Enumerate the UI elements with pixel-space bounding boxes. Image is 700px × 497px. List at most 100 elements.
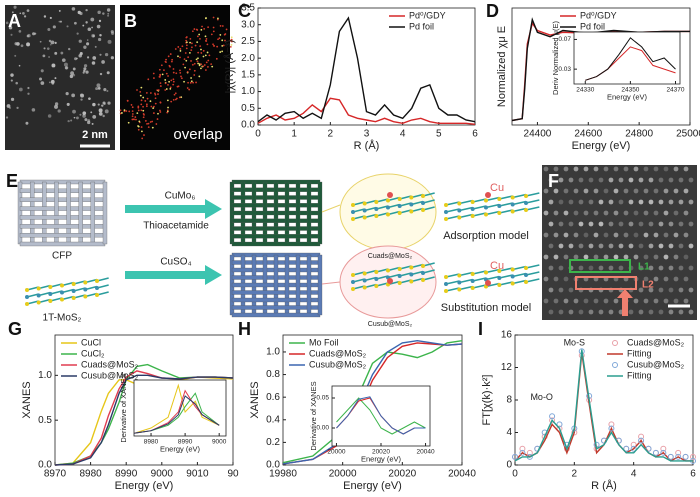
atom-dot xyxy=(27,92,30,95)
map-dot xyxy=(203,64,206,66)
bond xyxy=(85,292,98,298)
bond xyxy=(512,207,527,213)
bond xyxy=(422,262,435,267)
legend-label: Cusub@MoS₂ xyxy=(81,370,139,380)
atom-dot xyxy=(52,25,56,29)
atom-dot xyxy=(553,254,559,260)
x-axis-label: Energy (eV) xyxy=(361,455,402,464)
x-tick-label: 20040 xyxy=(417,449,435,456)
map-dot xyxy=(174,92,177,95)
map-dot xyxy=(169,87,172,90)
map-dot xyxy=(217,38,219,41)
bond xyxy=(387,210,400,216)
bond xyxy=(512,193,527,199)
bond xyxy=(61,295,74,301)
map-dot xyxy=(144,100,147,102)
y-tick-label: 4 xyxy=(506,427,512,438)
atom-dot xyxy=(663,254,669,260)
atom-dot xyxy=(673,188,679,194)
map-dot xyxy=(137,106,140,109)
map-dot xyxy=(159,82,162,85)
atom-dot xyxy=(613,166,619,172)
map-dot xyxy=(149,92,152,94)
atom-dot xyxy=(643,166,649,172)
model-label: Adsorption model xyxy=(443,230,529,242)
atom-dot xyxy=(97,37,102,42)
map-dot xyxy=(221,50,224,53)
legend-label: CuCl₂ xyxy=(81,348,105,358)
atom xyxy=(409,279,414,284)
atom-dot xyxy=(543,210,549,216)
bond xyxy=(512,265,527,271)
atom-dot xyxy=(558,309,564,315)
map-dot xyxy=(177,55,179,58)
x-tick-label: 2 xyxy=(572,469,578,480)
map-dot xyxy=(221,45,224,47)
map-dot xyxy=(142,109,145,112)
atom-dot xyxy=(85,70,89,74)
atom-dot xyxy=(653,210,659,216)
fiber xyxy=(231,297,321,303)
map-dot xyxy=(181,45,184,48)
map-dot xyxy=(204,69,207,71)
fiber xyxy=(306,254,312,316)
atom xyxy=(83,287,88,292)
map-dot xyxy=(202,65,205,68)
bond xyxy=(472,284,487,289)
map-dot xyxy=(193,62,196,65)
atom-dot xyxy=(583,254,589,260)
legend-label: Cuads@MoS₂ xyxy=(81,359,139,369)
map-dot xyxy=(154,93,157,96)
atom-dot xyxy=(78,39,82,43)
atom xyxy=(497,283,502,287)
atom-dot xyxy=(663,188,669,194)
atom xyxy=(497,276,502,280)
map-dot xyxy=(210,63,213,66)
series-line xyxy=(257,97,476,125)
atom xyxy=(444,275,448,279)
legend-label: Fitting xyxy=(627,370,652,380)
map-dot xyxy=(136,112,139,115)
map-dot xyxy=(165,88,168,90)
x-tick-label: 24600 xyxy=(574,129,602,140)
atom-dot xyxy=(663,232,669,238)
map-dot xyxy=(189,37,192,40)
map-dot xyxy=(180,75,182,78)
y-axis-label: XANES xyxy=(21,381,33,418)
atom-dot xyxy=(548,265,554,271)
map-dot xyxy=(197,62,200,65)
atom-dot xyxy=(553,166,559,172)
atom-dot xyxy=(548,287,554,293)
map-dot xyxy=(157,112,159,115)
atom-dot xyxy=(83,64,88,68)
legend-label: Pd⁰/GDY xyxy=(409,10,446,20)
atom-dot xyxy=(102,114,105,118)
map-dot xyxy=(177,46,180,48)
atom-dot xyxy=(54,51,58,55)
atom xyxy=(374,214,379,218)
bond xyxy=(512,200,527,206)
atom-dot xyxy=(588,309,594,315)
bond xyxy=(525,271,540,276)
atom-dot xyxy=(658,221,664,227)
bond xyxy=(73,287,86,292)
map-dot xyxy=(126,100,129,102)
atom-dot xyxy=(643,254,649,260)
bond xyxy=(422,192,435,197)
bond xyxy=(85,285,98,291)
atom-dot xyxy=(553,298,559,304)
atom-dot xyxy=(568,309,574,315)
atom xyxy=(457,280,462,285)
map-dot xyxy=(212,16,215,19)
atom xyxy=(374,277,379,281)
map-dot xyxy=(206,43,209,46)
map-dot xyxy=(206,51,209,54)
map-dot xyxy=(219,25,222,27)
atom-dot xyxy=(543,298,549,304)
bond xyxy=(96,277,109,282)
atom-dot xyxy=(58,20,61,23)
atom xyxy=(374,270,379,274)
atom-dot xyxy=(26,34,30,38)
atom-dot xyxy=(47,27,51,32)
map-dot xyxy=(207,59,210,62)
